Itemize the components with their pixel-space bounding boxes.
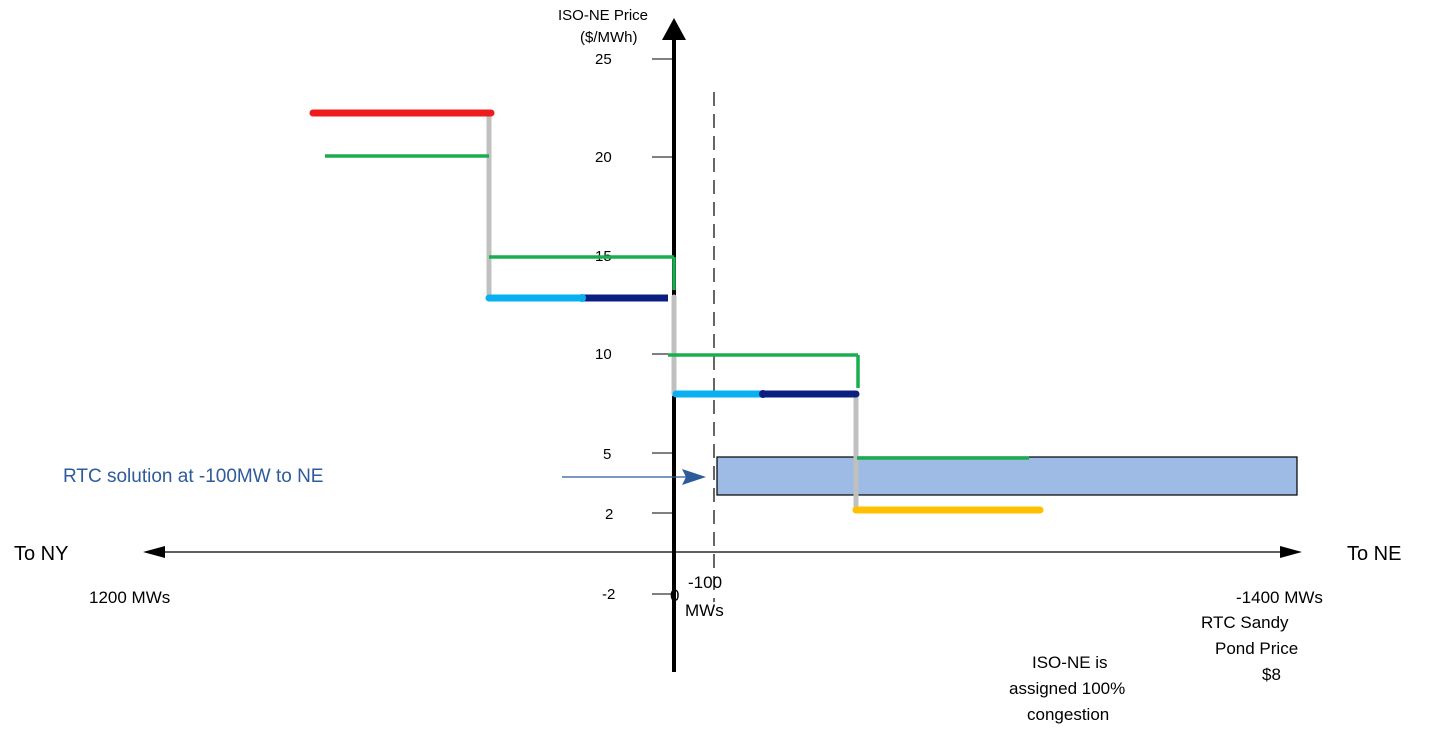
right-mw-label: -1400 MWs — [1236, 588, 1323, 607]
y-axis-title-line1: ISO-NE Price — [558, 7, 648, 24]
minus-100-label: -100 — [688, 573, 722, 592]
left-mw-label: 1200 MWs — [89, 588, 170, 607]
minus-100-mws-label: MWs — [685, 601, 724, 620]
rtc-solution-arrowhead — [682, 469, 706, 485]
green-offer-lines — [325, 154, 1029, 460]
y-tick-25: 25 — [595, 51, 612, 68]
y-tick-marks — [652, 58, 674, 595]
rtc-solution-label: RTC solution at -100MW to NE — [63, 466, 323, 487]
y-tick-minus2: -2 — [602, 586, 615, 603]
x-axis-left-arrowhead — [143, 546, 165, 558]
y-axis-title-line2: ($/MWh) — [580, 29, 638, 46]
lower-step-join-dot — [759, 390, 767, 398]
sandy-pond-price: $8 — [1262, 665, 1281, 684]
congestion-line1: ISO-NE is — [1032, 653, 1108, 672]
congestion-box — [716, 456, 1298, 496]
x-zero-label: 0 — [670, 586, 679, 605]
y-tick-5: 5 — [603, 446, 611, 463]
sandy-pond-line1: RTC Sandy — [1201, 613, 1289, 632]
congestion-line2: assigned 100% — [1009, 679, 1125, 698]
sandy-pond-line2: Pond Price — [1215, 639, 1298, 658]
upper-step-join-dot — [578, 294, 586, 302]
to-ne-label: To NE — [1347, 543, 1401, 565]
y-tick-2: 2 — [605, 506, 613, 523]
gray-stair-connectors — [486, 110, 859, 513]
y-tick-20: 20 — [595, 149, 612, 166]
x-axis-right-arrowhead — [1280, 546, 1302, 558]
y-axis-arrowhead — [662, 18, 686, 40]
y-tick-10: 10 — [595, 346, 612, 363]
congestion-line3: congestion — [1027, 705, 1109, 724]
to-ny-label: To NY — [14, 543, 68, 565]
